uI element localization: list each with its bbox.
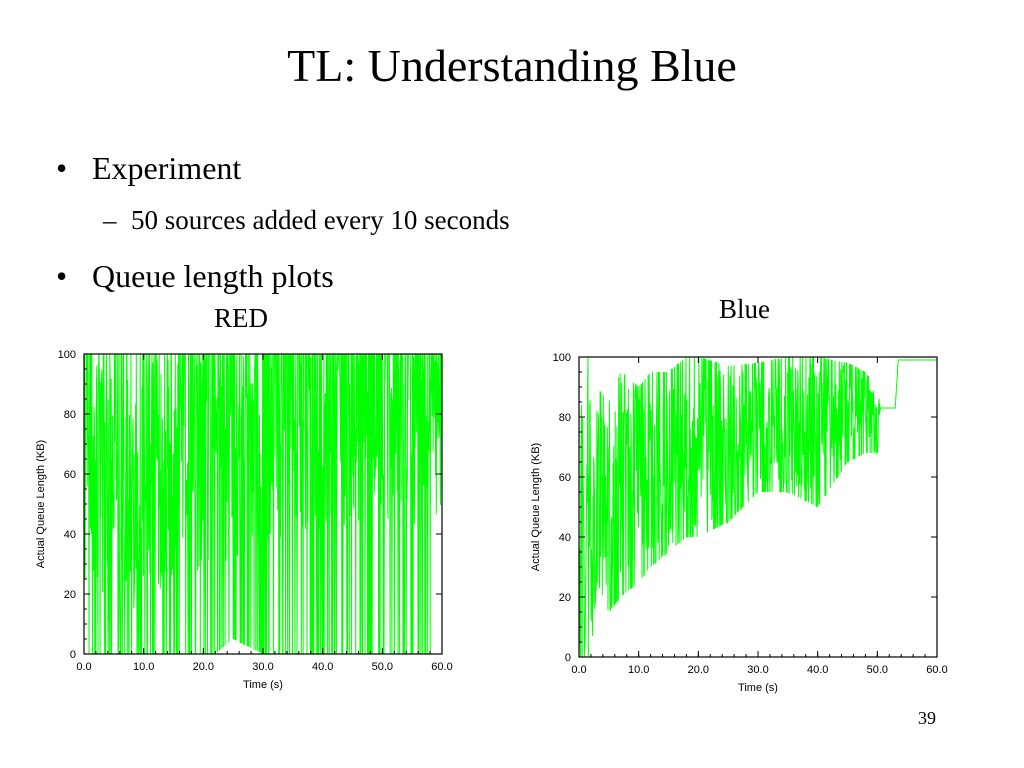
bullet-text: Queue length plots <box>92 258 334 294</box>
x-tick-label: 30.0 <box>252 661 273 673</box>
y-tick-label: 100 <box>58 349 76 361</box>
y-tick-label: 20 <box>559 592 571 604</box>
slide-title: TL: Understanding Blue <box>287 40 737 91</box>
bullet-dot: • <box>56 258 68 294</box>
x-tick-label: 20.0 <box>193 661 214 673</box>
x-tick-label: 30.0 <box>747 664 768 676</box>
blue-queue-chart: 0.0 10.0 20.0 30.0 40.0 50.0 60.0 0 20 40 60 80 100 T… <box>530 352 948 694</box>
y-tick-label: 40 <box>559 532 571 544</box>
sub-bullet-sources: –50 sources added every 10 seconds <box>103 203 510 237</box>
x-tick-label: 60.0 <box>431 661 452 673</box>
bullet-experiment: • Experiment <box>56 148 241 188</box>
y-tick-label: 80 <box>64 409 76 421</box>
x-tick-label: 50.0 <box>867 664 888 676</box>
x-tick-label: 0.0 <box>571 664 586 676</box>
x-axis-label: Time (s) <box>738 682 778 694</box>
y-tick-label: 0 <box>565 652 571 664</box>
data-series-line-0 <box>578 356 937 658</box>
bullet-queue-length: • Queue length plots <box>56 256 334 296</box>
y-axis-label: Actual Queue Length (KB) <box>35 440 47 568</box>
y-tick-label: 20 <box>64 589 76 601</box>
x-tick-label: 20.0 <box>688 664 709 676</box>
x-tick-label: 40.0 <box>807 664 828 676</box>
data-series-line-0 <box>83 353 443 655</box>
slide-number: 39 <box>918 708 936 728</box>
sub-bullet-dash: – <box>103 205 117 235</box>
y-tick-label: 60 <box>559 472 571 484</box>
y-tick-label: 60 <box>64 469 76 481</box>
y-axis-label: Actual Queue Length (KB) <box>530 443 542 571</box>
x-tick-label: 10.0 <box>133 661 154 673</box>
y-tick-label: 100 <box>553 352 571 364</box>
x-axis-label: Time (s) <box>243 679 283 691</box>
x-tick-label: 50.0 <box>372 661 393 673</box>
x-tick-label: 40.0 <box>312 661 333 673</box>
y-tick-label: 0 <box>70 649 76 661</box>
x-tick-label: 60.0 <box>926 664 947 676</box>
plot-label-blue: Blue <box>719 294 770 324</box>
x-tick-label: 0.0 <box>76 661 91 673</box>
bullet-dot: • <box>56 150 68 186</box>
x-tick-label: 10.0 <box>628 664 649 676</box>
y-tick-label: 40 <box>64 529 76 541</box>
bullet-text: Experiment <box>92 150 242 186</box>
plot-label-red: RED <box>214 303 268 333</box>
red-queue-chart: 0.0 10.0 20.0 30.0 40.0 50.0 60.0 0 20 40 60 80 100 T… <box>35 349 453 691</box>
sub-bullet-text: 50 sources added every 10 seconds <box>131 205 510 235</box>
y-tick-label: 80 <box>559 412 571 424</box>
